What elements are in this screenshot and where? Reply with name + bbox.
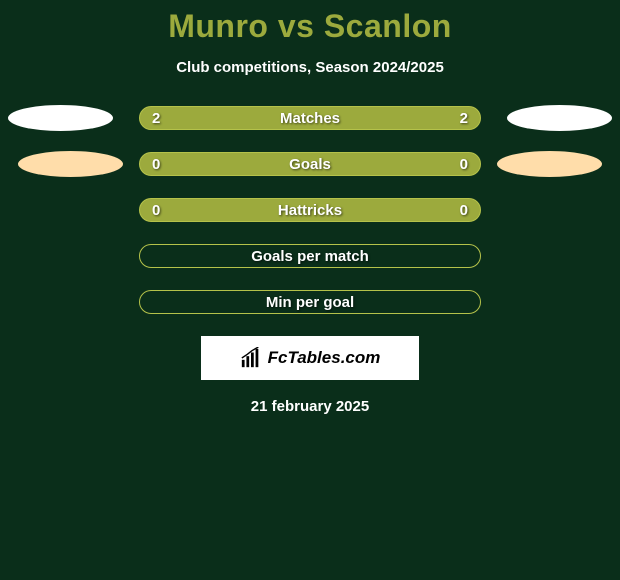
page-subtitle: Club competitions, Season 2024/2025 — [176, 59, 444, 76]
logo-text: FcTables.com — [268, 348, 381, 368]
chart-icon — [240, 347, 262, 369]
stat-value-right: 0 — [460, 156, 468, 173]
stat-label: Matches — [280, 110, 340, 127]
logo-content: FcTables.com — [240, 347, 381, 369]
stat-row: 0 Hattricks 0 — [0, 198, 620, 222]
stat-value-right: 2 — [460, 110, 468, 127]
stat-row: 2 Matches 2 — [0, 106, 620, 130]
stat-label: Goals per match — [251, 248, 369, 265]
stat-value-right: 0 — [460, 202, 468, 219]
stat-value-left: 0 — [152, 202, 160, 219]
footer-date: 21 february 2025 — [251, 398, 369, 415]
team-marker-left — [18, 151, 123, 177]
stat-bar: 0 Goals 0 — [139, 152, 481, 176]
stat-bar: Min per goal — [139, 290, 481, 314]
main-container: Munro vs Scanlon Club competitions, Seas… — [0, 0, 620, 580]
stat-row: 0 Goals 0 — [0, 152, 620, 176]
stat-bar: Goals per match — [139, 244, 481, 268]
page-title: Munro vs Scanlon — [168, 8, 452, 45]
stats-area: 2 Matches 2 0 Goals 0 0 Hattricks 0 Goals per mat… — [0, 106, 620, 314]
stat-bar: 0 Hattricks 0 — [139, 198, 481, 222]
stat-row: Goals per match — [0, 244, 620, 268]
branding-logo: FcTables.com — [201, 336, 419, 380]
stat-value-left: 2 — [152, 110, 160, 127]
stat-label: Hattricks — [278, 202, 342, 219]
stat-bar: 2 Matches 2 — [139, 106, 481, 130]
stat-label: Min per goal — [266, 294, 354, 311]
stat-value-left: 0 — [152, 156, 160, 173]
team-marker-left — [8, 105, 113, 131]
stat-label: Goals — [289, 156, 331, 173]
stat-row: Min per goal — [0, 290, 620, 314]
team-marker-right — [497, 151, 602, 177]
team-marker-right — [507, 105, 612, 131]
